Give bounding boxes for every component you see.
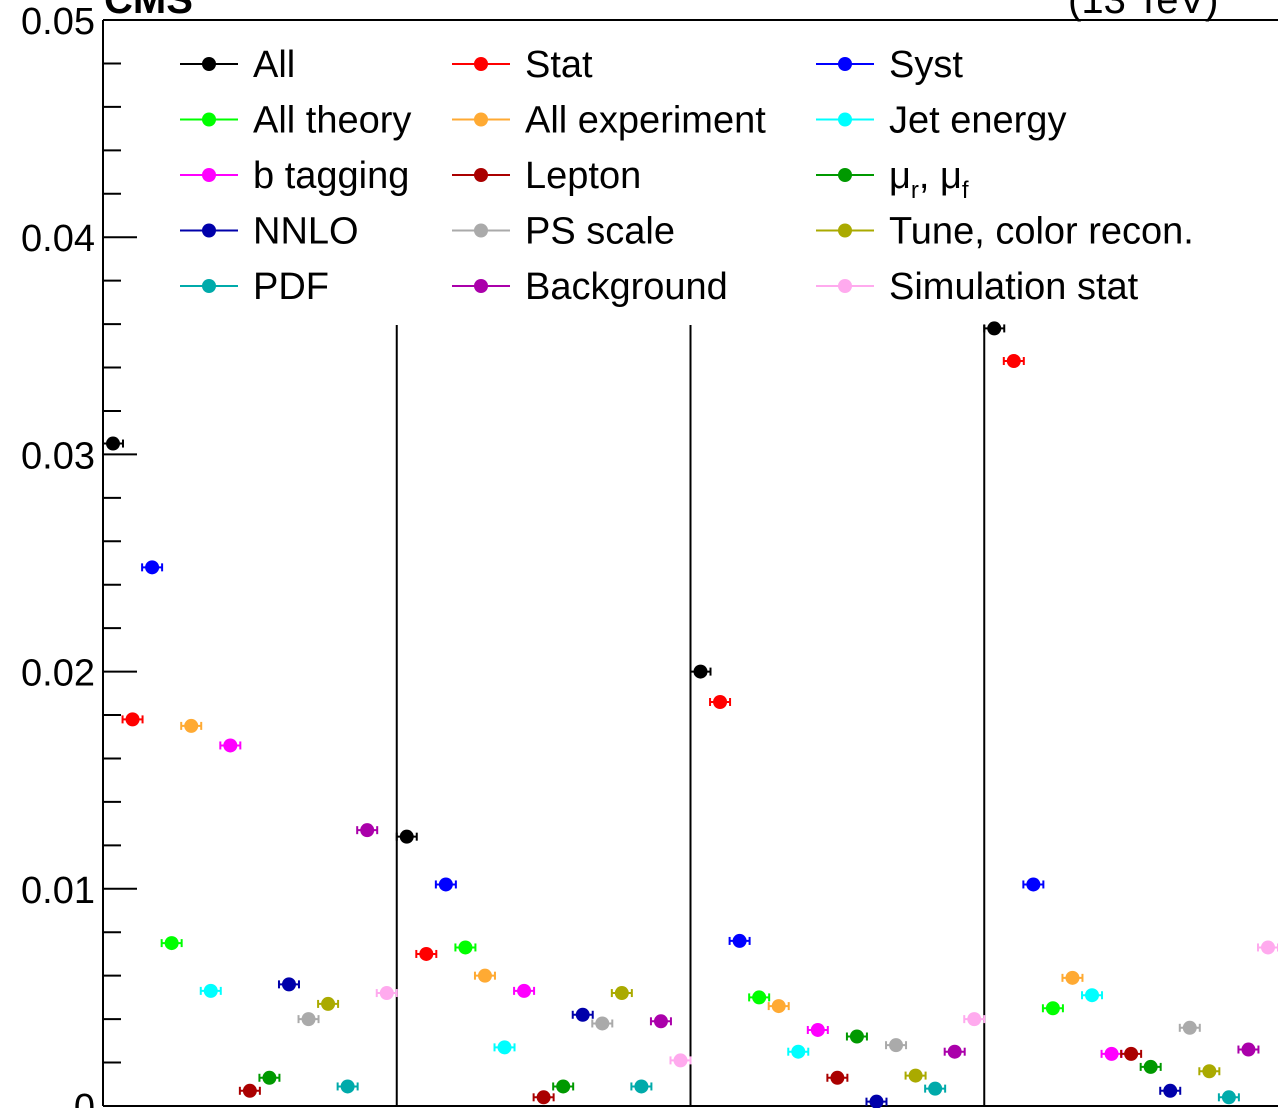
data-point	[379, 986, 394, 1001]
data-point	[477, 968, 492, 983]
legend-label: Simulation stat	[889, 266, 1139, 308]
legend-marker	[838, 112, 852, 127]
data-point	[889, 1038, 904, 1053]
data-point	[752, 990, 767, 1005]
y-tick-label: 0.03	[21, 435, 95, 477]
data-point	[830, 1070, 845, 1085]
legend-label: PDF	[253, 266, 329, 308]
data-point	[869, 1094, 884, 1108]
data-point	[399, 829, 414, 844]
legend-label: Background	[525, 266, 728, 308]
legend-label: Tune, color recon.	[889, 211, 1194, 253]
legend-label: μr, μf	[889, 155, 969, 204]
data-point	[1202, 1064, 1217, 1079]
data-point	[732, 933, 747, 948]
legend-marker	[202, 279, 216, 293]
legend-marker	[838, 223, 852, 238]
legend-marker	[474, 168, 488, 182]
legend-label: PS scale	[525, 211, 675, 253]
data-point	[1261, 940, 1275, 955]
data-point	[1163, 1083, 1178, 1098]
legend-label: Syst	[889, 44, 963, 86]
legend-label: All	[253, 44, 295, 86]
y-tick-label: 0.01	[21, 870, 95, 912]
data-point	[419, 946, 434, 961]
data-point	[556, 1079, 571, 1094]
data-point	[1241, 1042, 1256, 1057]
data-point	[1182, 1020, 1197, 1035]
data-point	[301, 1012, 316, 1027]
data-point	[536, 1090, 551, 1105]
legend-marker	[474, 112, 488, 127]
data-point	[947, 1044, 962, 1059]
data-point	[634, 1079, 649, 1094]
data-point	[928, 1081, 943, 1096]
data-point	[771, 999, 786, 1014]
legend-marker	[202, 57, 216, 71]
legend-label: All theory	[253, 100, 411, 142]
data-point	[967, 1012, 982, 1027]
data-point	[497, 1040, 512, 1055]
legend-marker	[202, 112, 216, 127]
data-point	[242, 1083, 257, 1098]
data-point	[262, 1070, 277, 1085]
data-point	[340, 1079, 355, 1094]
legend-marker	[202, 168, 216, 182]
data-point	[281, 977, 296, 992]
legend-marker	[474, 57, 488, 71]
legend-marker	[838, 168, 852, 182]
data-point	[1045, 1001, 1060, 1016]
data-point	[595, 1016, 610, 1031]
data-point	[517, 983, 532, 998]
data-point	[106, 436, 120, 451]
legend-label: b tagging	[253, 155, 409, 197]
data-point	[458, 940, 473, 955]
legend-marker	[474, 223, 488, 238]
data-point	[1104, 1046, 1119, 1061]
data-point	[145, 560, 160, 575]
data-point	[1065, 970, 1080, 985]
energy-label: (13 TeV)	[1068, 0, 1219, 22]
legend-label: Jet energy	[889, 100, 1066, 142]
legend-marker	[838, 57, 852, 71]
data-point	[1026, 877, 1041, 892]
legend-label: All experiment	[525, 100, 766, 142]
y-tick-label: 0.02	[21, 653, 95, 695]
data-point	[321, 996, 336, 1011]
data-point	[360, 823, 375, 838]
data-point	[693, 664, 708, 679]
data-point	[164, 936, 179, 951]
data-point	[203, 983, 218, 998]
data-point	[1143, 1059, 1158, 1074]
data-point	[1124, 1046, 1139, 1061]
y-tick-label: 0.04	[21, 218, 95, 260]
legend-marker	[202, 223, 216, 238]
legend-marker	[838, 279, 852, 293]
legend-marker	[474, 279, 488, 293]
data-point	[1221, 1090, 1236, 1105]
data-point	[438, 877, 453, 892]
legend-label: Lepton	[525, 155, 641, 197]
y-tick-label: 0	[74, 1087, 95, 1108]
data-point	[223, 738, 238, 753]
experiment-label: CMS	[104, 0, 193, 22]
data-point	[1006, 354, 1021, 369]
data-point	[791, 1044, 806, 1059]
data-point	[614, 986, 629, 1001]
data-point	[125, 712, 140, 727]
data-point	[849, 1029, 864, 1044]
data-point	[810, 1022, 825, 1037]
y-tick-label: 0.05	[21, 1, 95, 43]
data-point	[575, 1007, 590, 1022]
legend-label: NNLO	[253, 211, 359, 253]
data-point	[673, 1053, 688, 1068]
data-point	[1085, 988, 1100, 1003]
data-point	[184, 718, 199, 733]
data-point	[713, 695, 728, 710]
data-point	[653, 1014, 668, 1029]
data-point	[987, 321, 1002, 336]
data-point	[908, 1068, 923, 1083]
legend-label: Stat	[525, 44, 593, 86]
